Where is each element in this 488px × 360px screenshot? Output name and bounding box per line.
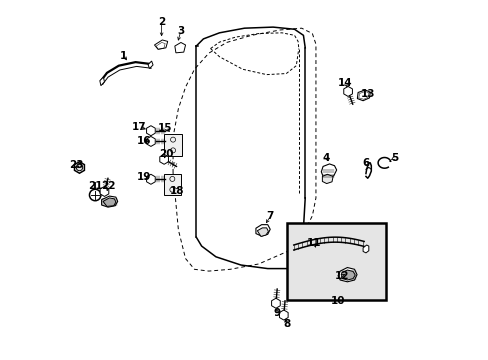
Text: 22: 22: [101, 181, 115, 192]
Polygon shape: [160, 154, 168, 164]
Text: 3: 3: [177, 26, 184, 36]
Polygon shape: [321, 164, 336, 178]
Text: 18: 18: [169, 186, 183, 196]
Text: 10: 10: [330, 296, 345, 306]
Text: 11: 11: [306, 238, 321, 248]
Polygon shape: [322, 174, 332, 184]
Text: 15: 15: [158, 123, 172, 133]
Text: 2: 2: [158, 17, 165, 27]
Polygon shape: [255, 225, 270, 236]
Text: 4: 4: [322, 153, 330, 163]
FancyBboxPatch shape: [164, 134, 181, 156]
FancyBboxPatch shape: [163, 174, 181, 195]
Text: 16: 16: [136, 136, 151, 146]
Text: 12: 12: [334, 271, 348, 281]
Text: 1: 1: [120, 51, 127, 61]
Polygon shape: [103, 198, 116, 206]
FancyBboxPatch shape: [286, 223, 385, 300]
Text: 14: 14: [337, 78, 352, 88]
Polygon shape: [146, 174, 155, 184]
Text: 23: 23: [68, 160, 83, 170]
Polygon shape: [363, 245, 368, 253]
Polygon shape: [343, 86, 352, 96]
Text: 13: 13: [360, 89, 375, 99]
Polygon shape: [148, 61, 153, 68]
Polygon shape: [175, 42, 185, 53]
Text: 9: 9: [272, 308, 280, 318]
Text: 19: 19: [136, 172, 151, 182]
Polygon shape: [146, 126, 155, 136]
Polygon shape: [279, 310, 287, 320]
Polygon shape: [341, 270, 354, 280]
Polygon shape: [100, 186, 108, 197]
Polygon shape: [154, 40, 167, 49]
Polygon shape: [271, 298, 280, 308]
Text: 7: 7: [266, 211, 273, 221]
Polygon shape: [146, 136, 155, 147]
Polygon shape: [100, 77, 104, 86]
Text: 5: 5: [390, 153, 397, 163]
Text: 6: 6: [362, 158, 369, 168]
Polygon shape: [357, 90, 369, 101]
Text: 17: 17: [132, 122, 146, 132]
Polygon shape: [74, 162, 84, 173]
Polygon shape: [337, 267, 356, 282]
Circle shape: [76, 164, 82, 171]
Polygon shape: [257, 228, 268, 237]
Text: 20: 20: [158, 149, 173, 159]
Text: 8: 8: [283, 319, 290, 329]
Polygon shape: [102, 196, 118, 207]
Text: 21: 21: [88, 181, 102, 192]
